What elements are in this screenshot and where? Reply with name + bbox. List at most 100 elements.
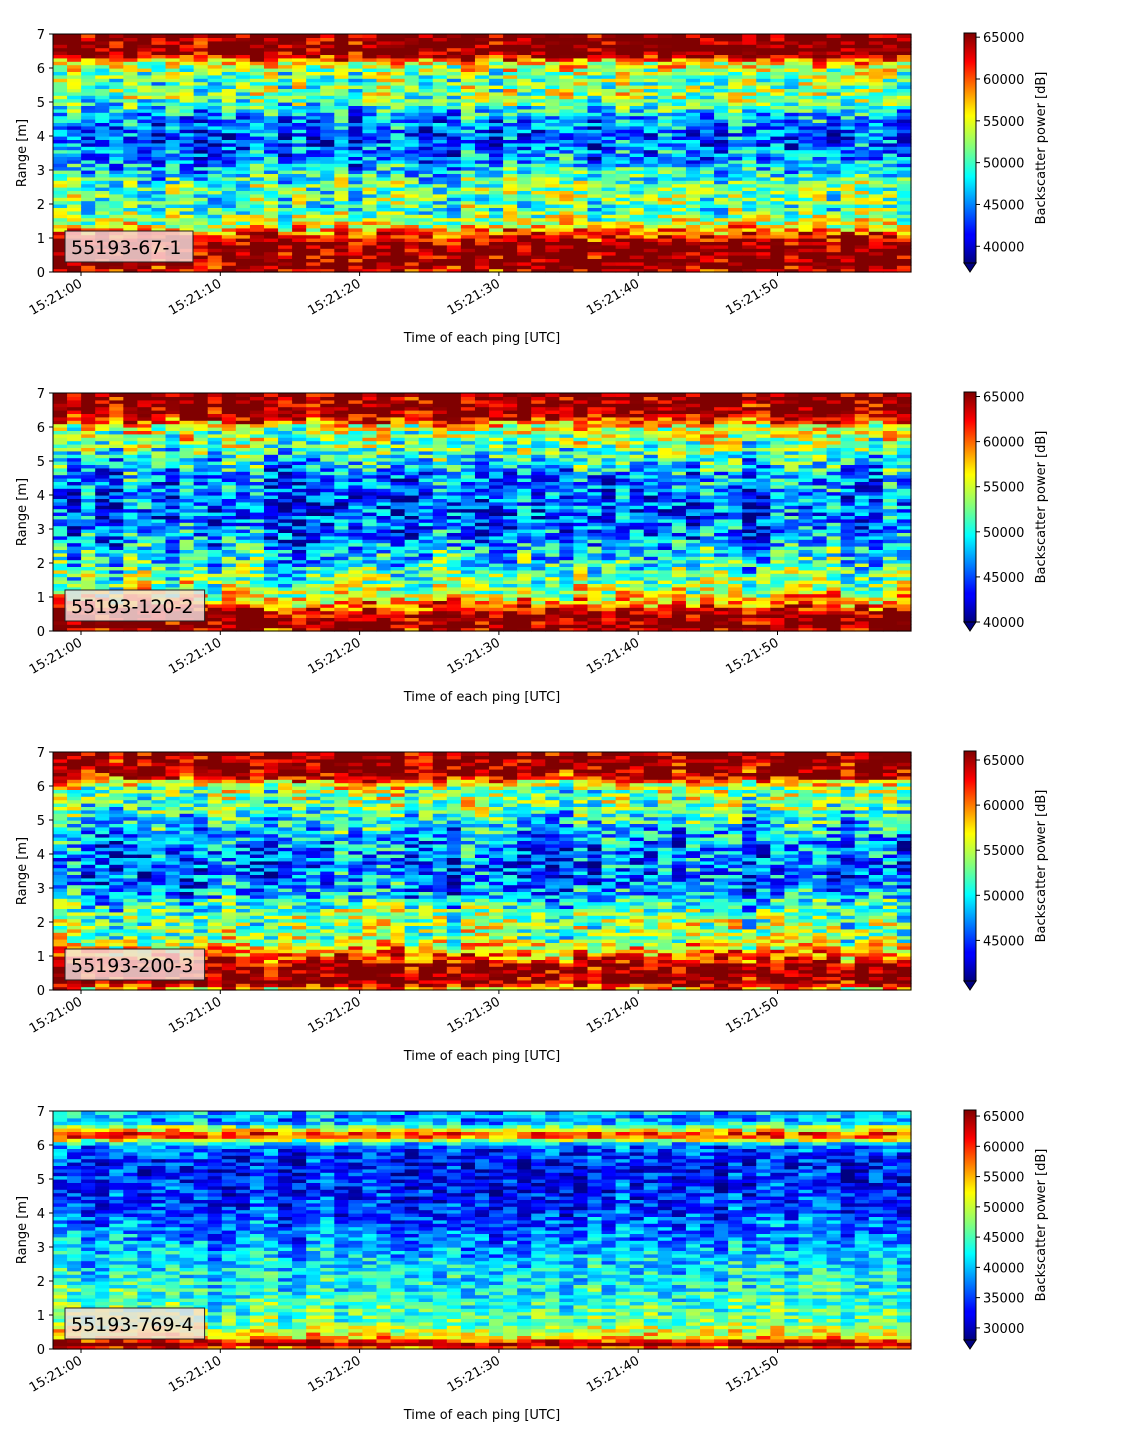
heatmap-cell xyxy=(700,159,715,164)
heatmap-cell xyxy=(249,163,265,168)
heatmap-cell xyxy=(137,149,153,154)
heatmap-cell xyxy=(109,156,124,161)
heatmap-cell xyxy=(362,132,378,137)
heatmap-cell xyxy=(489,217,504,222)
heatmap-cell xyxy=(587,193,603,198)
heatmap-cell xyxy=(221,112,237,117)
heatmap-cell xyxy=(432,193,448,198)
heatmap-cell xyxy=(123,163,138,168)
heatmap-cell xyxy=(235,210,251,215)
heatmap-cell xyxy=(53,200,68,205)
heatmap-cell xyxy=(826,34,842,38)
dataset-label: 55193-67-1 xyxy=(71,237,181,259)
heatmap-cell xyxy=(221,244,237,249)
heatmap-cell xyxy=(95,57,110,62)
heatmap-cell xyxy=(109,193,124,198)
heatmap-cell xyxy=(812,210,828,215)
heatmap-cell xyxy=(221,85,237,89)
heatmap-cell xyxy=(376,210,392,215)
heatmap-cell xyxy=(460,159,476,164)
heatmap-cell xyxy=(193,129,209,134)
heatmap-cell xyxy=(67,122,82,127)
heatmap-cell xyxy=(81,187,96,191)
heatmap-cell xyxy=(376,142,392,147)
heatmap-cell xyxy=(826,176,842,181)
heatmap-cell xyxy=(151,170,167,174)
heatmap-cell xyxy=(221,64,237,69)
heatmap-cell xyxy=(826,251,842,256)
heatmap-cell xyxy=(151,139,167,144)
heatmap-cell xyxy=(207,71,223,76)
heatmap-cell xyxy=(854,166,870,171)
heatmap-cell xyxy=(95,105,110,110)
heatmap-cell xyxy=(193,153,209,157)
heatmap-cell xyxy=(67,61,82,66)
heatmap-cell xyxy=(193,255,209,259)
heatmap-cell xyxy=(221,261,237,266)
heatmap-cell xyxy=(109,183,124,188)
heatmap-cell xyxy=(165,180,181,185)
heatmap-cell xyxy=(109,146,124,151)
heatmap-cell xyxy=(179,488,195,493)
heatmap-cell xyxy=(165,197,181,202)
heatmap-cell xyxy=(207,255,223,259)
heatmap-cell xyxy=(489,183,504,188)
heatmap-cell xyxy=(179,187,195,191)
heatmap-cell xyxy=(165,132,181,137)
heatmap-cell xyxy=(95,187,110,191)
heatmap-cell xyxy=(53,221,68,225)
heatmap-cell xyxy=(545,210,560,215)
heatmap-cell xyxy=(67,437,82,442)
heatmap-cell xyxy=(320,227,335,232)
heatmap-cell xyxy=(165,488,181,493)
heatmap-cell xyxy=(263,34,279,38)
heatmap-cell xyxy=(896,142,912,147)
heatmap-cell xyxy=(53,132,68,137)
heatmap-cell xyxy=(151,146,167,151)
heatmap-cell xyxy=(123,153,138,157)
heatmap-cell xyxy=(221,170,237,174)
heatmap-cell xyxy=(193,224,209,229)
y-tick-label: 5 xyxy=(37,96,45,111)
heatmap-cell xyxy=(207,122,223,127)
heatmap-cell xyxy=(193,234,209,239)
heatmap-cell xyxy=(67,176,82,181)
heatmap-cell xyxy=(334,142,349,147)
heatmap-cell xyxy=(137,403,153,408)
heatmap-cell xyxy=(854,193,870,198)
heatmap-cell xyxy=(151,420,167,425)
heatmap-cell xyxy=(67,88,82,93)
heatmap-cell xyxy=(292,176,307,181)
heatmap-cell xyxy=(221,221,237,225)
heatmap-cell xyxy=(474,183,490,188)
heatmap-cell xyxy=(151,44,167,49)
heatmap-cell xyxy=(193,132,209,137)
heatmap-cell xyxy=(348,200,364,205)
heatmap-cell xyxy=(221,132,237,137)
heatmap-cell xyxy=(517,234,532,239)
heatmap-cell xyxy=(278,234,293,239)
heatmap-cell xyxy=(179,112,195,117)
heatmap-cell xyxy=(67,142,82,147)
heatmap-cell xyxy=(882,193,898,198)
heatmap-cell xyxy=(784,166,800,171)
heatmap-cell xyxy=(179,61,195,66)
heatmap-cell xyxy=(334,265,349,270)
heatmap-cell xyxy=(882,265,898,270)
x-tick-label: 15:21:20 xyxy=(306,276,364,318)
heatmap-cell xyxy=(432,132,448,137)
heatmap-cell xyxy=(95,224,110,229)
heatmap-cell xyxy=(81,37,96,42)
heatmap-cell xyxy=(671,251,687,256)
heatmap-cell xyxy=(629,200,645,205)
heatmap-cell xyxy=(362,217,378,222)
heatmap-cell xyxy=(235,163,251,168)
heatmap-cell xyxy=(81,51,96,55)
heatmap-cell xyxy=(95,146,110,151)
heatmap-cell xyxy=(798,200,814,205)
heatmap-cell xyxy=(390,251,406,256)
heatmap-cell xyxy=(559,34,575,38)
heatmap-cell xyxy=(179,207,195,212)
heatmap-cell xyxy=(334,34,349,38)
heatmap-cell xyxy=(67,40,82,45)
